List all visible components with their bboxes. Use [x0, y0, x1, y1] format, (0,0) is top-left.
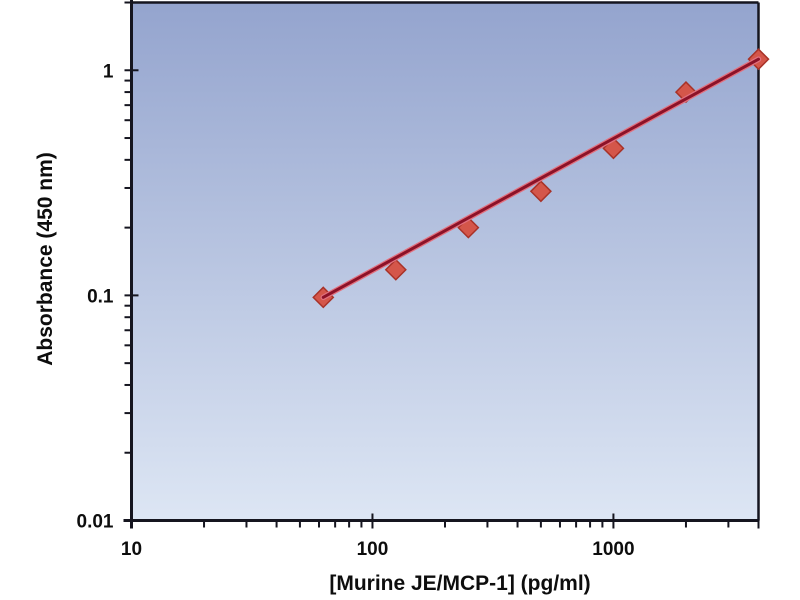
y-tick-label: 0.1 [87, 286, 114, 307]
y-tick-label: 0.01 [77, 512, 114, 533]
data-point-marker [384, 258, 407, 281]
tick-labels: 10 100 1000 1 0.1 0.01 [77, 61, 635, 560]
trend-line [321, 57, 760, 299]
data-point-marker [674, 81, 698, 104]
x-tick-label: 10 [121, 539, 142, 560]
axes [123, 0, 760, 529]
series-layer [312, 48, 770, 309]
x-tick-label: 1000 [592, 539, 634, 560]
x-tick-label: 100 [357, 539, 389, 560]
data-point-marker [529, 180, 552, 203]
x-axis-title: [Murine JE/MCP-1] (pg/ml) [329, 572, 590, 595]
plot-area-background [131, 2, 759, 521]
y-tick-label: 1 [103, 61, 114, 82]
y-axis-title: Absorbance (450 nm) [34, 152, 57, 366]
